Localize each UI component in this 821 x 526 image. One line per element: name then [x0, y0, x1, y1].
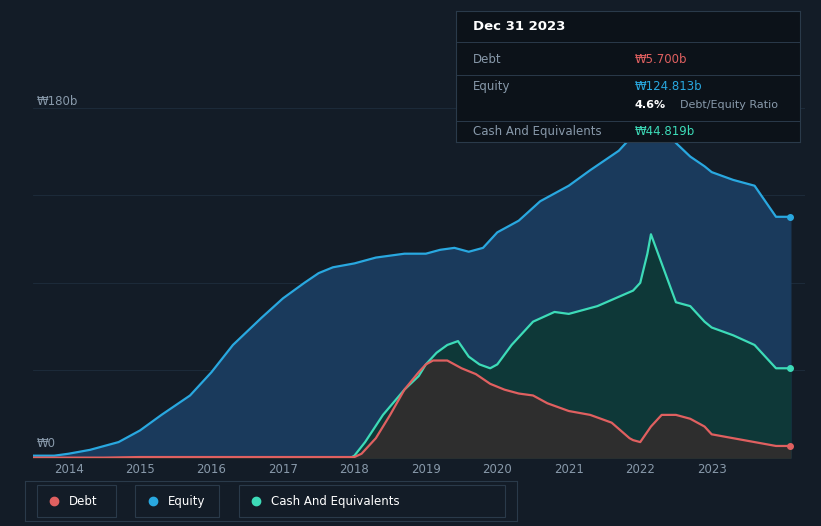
- Text: ₩0: ₩0: [37, 437, 56, 450]
- Text: 4.6%: 4.6%: [635, 100, 666, 110]
- Text: ₩180b: ₩180b: [37, 95, 78, 108]
- Text: Dec 31 2023: Dec 31 2023: [473, 20, 566, 33]
- Text: Equity: Equity: [167, 494, 205, 508]
- Text: Cash And Equivalents: Cash And Equivalents: [473, 125, 602, 138]
- Text: Cash And Equivalents: Cash And Equivalents: [271, 494, 400, 508]
- Text: ₩5.700b: ₩5.700b: [635, 53, 687, 66]
- Text: Equity: Equity: [473, 80, 511, 93]
- Text: ₩44.819b: ₩44.819b: [635, 125, 695, 138]
- Text: Debt/Equity Ratio: Debt/Equity Ratio: [680, 100, 777, 110]
- Text: Debt: Debt: [69, 494, 98, 508]
- Text: ₩124.813b: ₩124.813b: [635, 80, 703, 93]
- Text: Debt: Debt: [473, 53, 502, 66]
